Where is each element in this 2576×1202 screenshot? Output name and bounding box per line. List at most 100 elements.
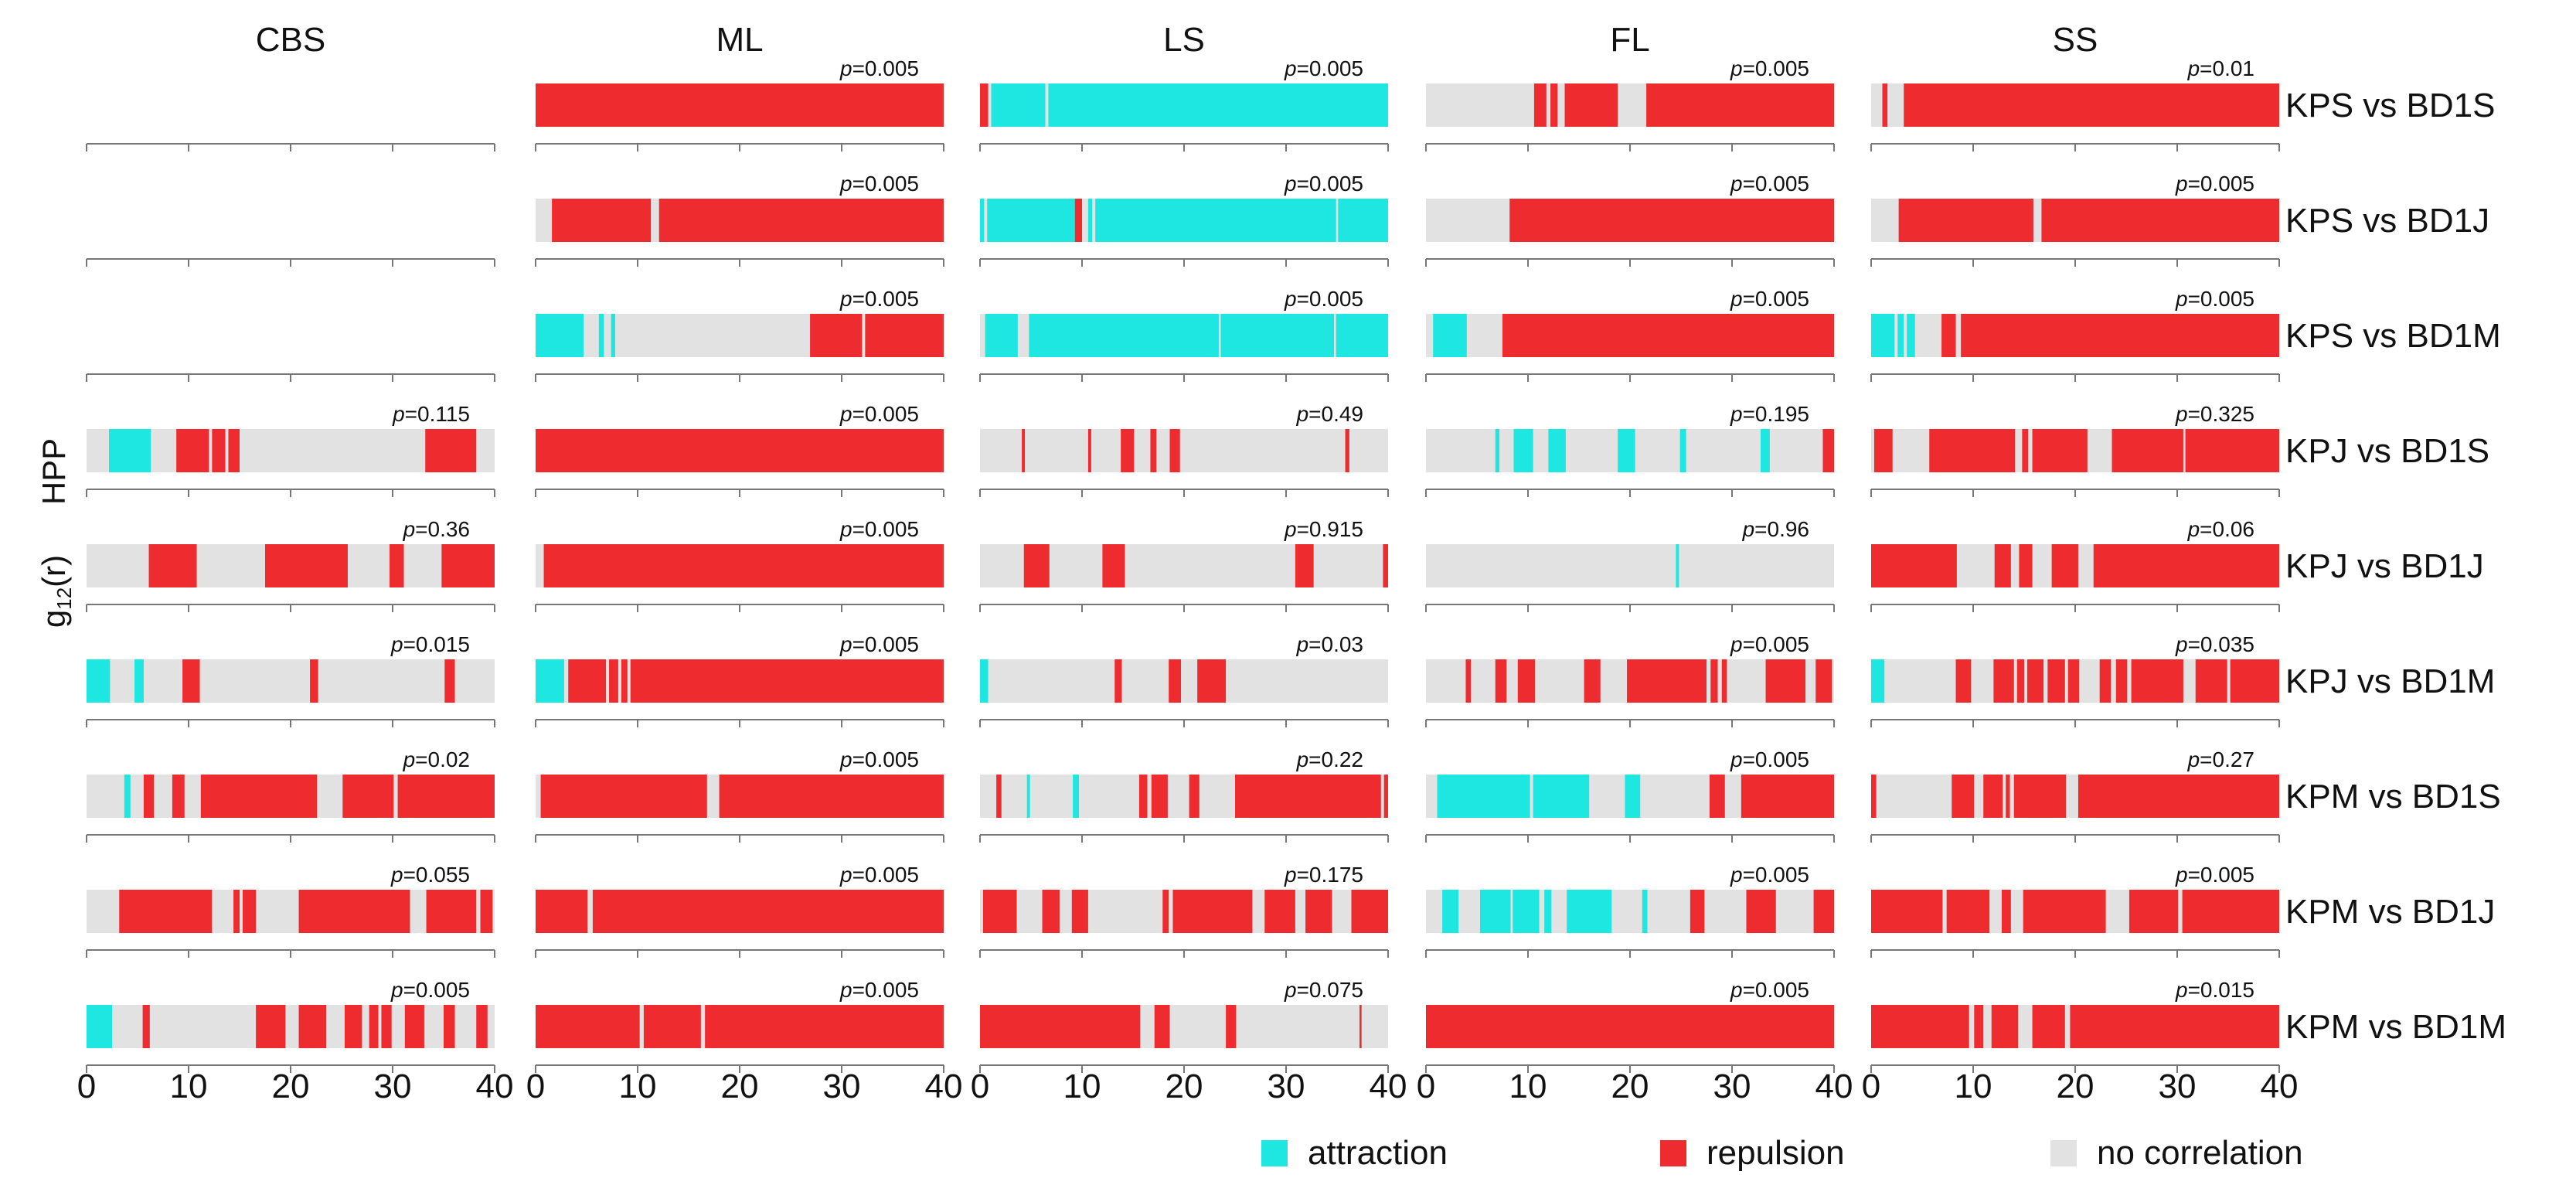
segment-repulsion [1042, 890, 1060, 933]
segment-repulsion [1813, 890, 1834, 933]
segment-repulsion [1765, 659, 1806, 703]
segment-repulsion [1564, 83, 1618, 127]
panel-cell: p=0.005 [86, 978, 495, 1073]
segment-repulsion [2051, 544, 2078, 587]
x-tick-label: 10 [170, 1067, 208, 1105]
y-axis-label: HPP g12(r) [36, 438, 76, 628]
segment-repulsion [1709, 775, 1725, 818]
segment-attraction [980, 659, 989, 703]
segment-repulsion [1495, 659, 1507, 703]
panel-cell: p=0.005 [1425, 172, 1835, 267]
segment-repulsion [298, 890, 410, 933]
segment-repulsion [1071, 890, 1088, 933]
y-label-g12: g12(r) [36, 555, 76, 628]
panel-cell: p=0.005 [535, 56, 944, 152]
segment-repulsion [1154, 1005, 1170, 1048]
segment-repulsion [2067, 659, 2080, 703]
segment-repulsion [2112, 429, 2183, 472]
cell-background [980, 429, 1388, 472]
segment-repulsion [1550, 83, 1558, 127]
x-tick-label: 30 [1268, 1067, 1305, 1105]
segment-repulsion [1904, 83, 2279, 127]
x-tick-label: 10 [1063, 1067, 1101, 1105]
column-title-cbs: CBS [256, 21, 325, 59]
segment-repulsion [1169, 429, 1180, 472]
segment-attraction [536, 659, 564, 703]
x-tick-label: 0 [526, 1067, 545, 1105]
cell-background [87, 659, 495, 703]
p-value: p=0.27 [2187, 747, 2254, 771]
segment-repulsion [1359, 1005, 1362, 1048]
segment-repulsion [1873, 429, 1893, 472]
row-label: KPM vs BD1M [2285, 1008, 2506, 1046]
segment-repulsion [1533, 83, 1547, 127]
x-tick-label: 30 [823, 1067, 861, 1105]
panel-cell: p=0.015 [1870, 978, 2280, 1073]
segment-repulsion [1102, 544, 1125, 587]
segment-repulsion [404, 1005, 424, 1048]
p-value: p=0.005 [2175, 172, 2254, 196]
segment-repulsion [256, 1005, 286, 1048]
panel-cell: p=0.03 [979, 632, 1389, 727]
p-value: p=0.015 [2175, 978, 2254, 1002]
row-label: KPM vs BD1S [2285, 778, 2501, 816]
segment-attraction [1676, 544, 1679, 587]
segment-attraction [1029, 314, 1219, 357]
segment-repulsion [381, 1005, 392, 1048]
segment-repulsion [643, 1005, 701, 1048]
x-tick-label: 10 [1955, 1067, 1992, 1105]
x-tick-label: 40 [1370, 1067, 1407, 1105]
segment-repulsion [1952, 775, 1975, 818]
segment-repulsion [980, 1005, 1141, 1048]
segment-repulsion [1023, 544, 1050, 587]
segment-attraction [598, 314, 604, 357]
segment-attraction [1513, 429, 1533, 472]
p-value: p=0.005 [839, 747, 919, 771]
segment-attraction [1338, 199, 1388, 242]
segment-repulsion [2016, 659, 2024, 703]
cell-background [980, 659, 1388, 703]
p-value: p=0.06 [2187, 517, 2254, 541]
x-tick-label: 10 [1509, 1067, 1547, 1105]
segment-repulsion [1226, 1005, 1237, 1048]
panel-cell: p=0.36 [86, 517, 495, 612]
panel-cell: p=0.915 [979, 517, 1389, 612]
panel-cell: p=0.96 [1425, 517, 1835, 612]
p-value: p=0.115 [392, 402, 470, 426]
p-value: p=0.005 [1730, 632, 1809, 656]
cell-background [1426, 544, 1834, 587]
segment-attraction [1625, 775, 1641, 818]
x-tick-label: 40 [1815, 1067, 1853, 1105]
segment-attraction [611, 314, 615, 357]
row-label: KPJ vs BD1J [2285, 547, 2484, 585]
panel-cell: p=0.06 [1870, 517, 2280, 612]
segment-repulsion [1690, 890, 1705, 933]
segment-repulsion [810, 314, 863, 357]
segment-repulsion [1517, 659, 1536, 703]
segment-repulsion [1822, 429, 1834, 472]
segment-repulsion [2077, 775, 2279, 818]
segment-repulsion [1983, 775, 2003, 818]
x-tick-label: 0 [77, 1067, 96, 1105]
segment-attraction [1087, 199, 1093, 242]
panel-cell: p=0.005 [1870, 287, 2280, 382]
segment-repulsion [1022, 429, 1026, 472]
row-label: KPS vs BD1J [2285, 202, 2489, 240]
segment-repulsion [1955, 659, 1972, 703]
segment-repulsion [1383, 775, 1388, 818]
segment-attraction [1442, 890, 1459, 933]
x-tick-label: 30 [1713, 1067, 1751, 1105]
panel-cell: p=0.005 [535, 517, 944, 612]
legend: attraction repulsion no correlation [1261, 1134, 2303, 1172]
y-label-hpp: HPP [36, 438, 72, 505]
segment-repulsion [1993, 659, 2014, 703]
segment-repulsion [1235, 775, 1381, 818]
segment-repulsion [705, 1005, 944, 1048]
segment-repulsion [1584, 659, 1601, 703]
segment-repulsion [536, 1005, 640, 1048]
panel-cell: p=0.005 [1425, 56, 1835, 152]
x-tick-label: 0 [1417, 1067, 1435, 1105]
segment-repulsion [592, 890, 944, 933]
segment-repulsion [536, 890, 588, 933]
segment-repulsion [1189, 775, 1200, 818]
